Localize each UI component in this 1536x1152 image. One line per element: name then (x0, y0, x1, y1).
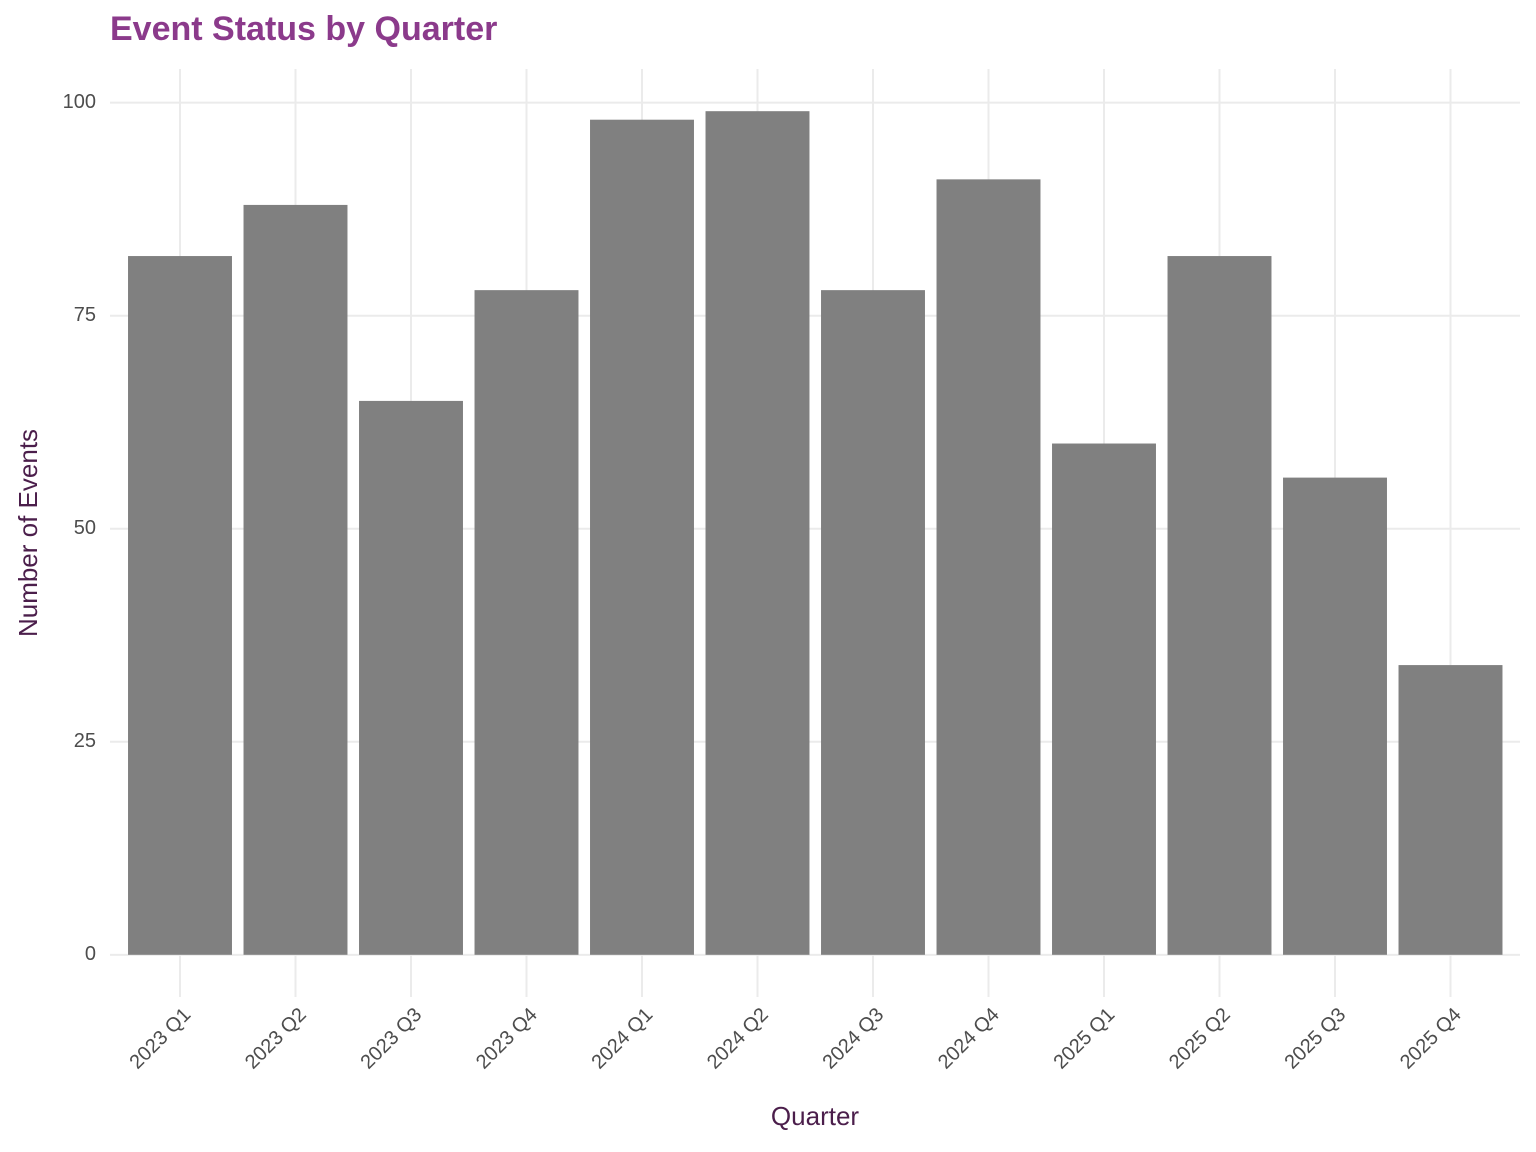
x-tick-label: 2025 Q1 (1049, 1004, 1119, 1074)
y-tick-label: 0 (85, 943, 96, 965)
x-tick-label: 2023 Q3 (356, 1004, 426, 1074)
y-tick-label: 100 (63, 91, 96, 113)
bar (474, 290, 579, 955)
y-tick-label: 25 (74, 730, 96, 752)
chart-title: Event Status by Quarter (110, 10, 497, 48)
bar (1398, 665, 1503, 955)
x-tick-label: 2024 Q2 (703, 1004, 773, 1074)
bar (705, 111, 810, 955)
bar (1167, 256, 1272, 955)
bar (936, 179, 1041, 955)
bar (821, 290, 925, 955)
x-tick-label: 2023 Q1 (125, 1004, 195, 1074)
bar (128, 256, 232, 955)
bar (359, 400, 463, 955)
y-axis-title: Number of Events (13, 429, 43, 637)
x-tick-label: 2024 Q3 (818, 1004, 888, 1074)
bar (1283, 477, 1387, 955)
x-tick-label: 2023 Q2 (241, 1004, 311, 1074)
bar (590, 119, 694, 955)
x-axis-title: Quarter (771, 1101, 859, 1131)
y-tick-label: 75 (74, 304, 96, 326)
x-tick-label: 2025 Q3 (1280, 1004, 1350, 1074)
x-tick-label: 2025 Q4 (1396, 1004, 1466, 1074)
x-tick-label: 2024 Q4 (934, 1004, 1004, 1074)
bar (243, 204, 348, 955)
y-tick-label: 50 (74, 517, 96, 539)
x-tick-label: 2023 Q4 (472, 1004, 542, 1074)
bar (1052, 443, 1156, 955)
x-tick-label: 2024 Q1 (587, 1004, 657, 1074)
x-tick-label: 2025 Q2 (1165, 1004, 1235, 1074)
